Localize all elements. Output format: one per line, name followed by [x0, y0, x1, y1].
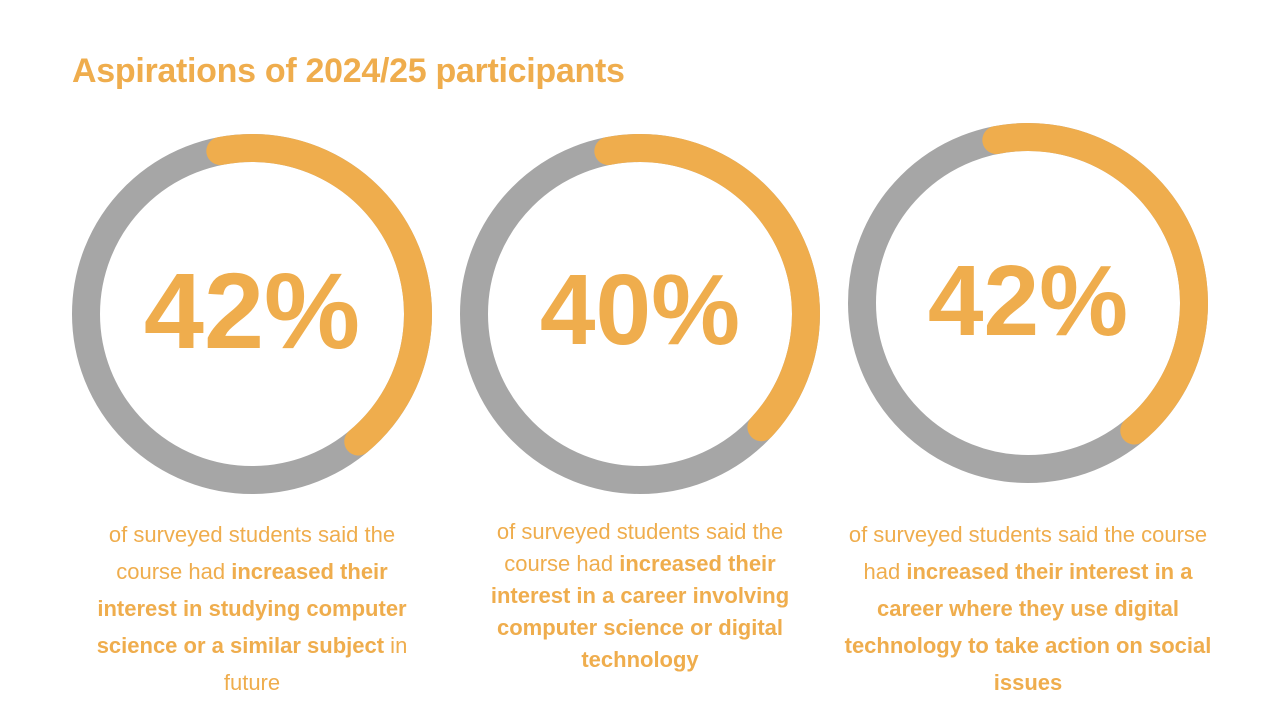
donut-value-arc — [206, 134, 432, 456]
caption-3: of surveyed students said the course had… — [838, 516, 1218, 701]
donut-chart-2: 40% — [460, 134, 820, 494]
caption-text: in future — [223, 633, 408, 695]
donut-value-arc — [594, 134, 820, 442]
percentage-value: 40% — [540, 254, 740, 366]
donut-value-arc — [982, 123, 1208, 445]
caption-highlight: increased their interest in a career whe… — [844, 559, 1212, 695]
caption-highlight: increased their interest in a career inv… — [490, 551, 790, 672]
percentage-value: 42% — [928, 245, 1128, 357]
percentage-value: 42% — [144, 250, 360, 371]
caption-text: of surveyed students said the course had — [496, 519, 784, 576]
donut-chart-1: 42% — [72, 134, 432, 494]
caption-2: of surveyed students said the course had… — [470, 516, 810, 676]
page-title: Aspirations of 2024/25 participants — [72, 52, 625, 90]
caption-highlight: increased their interest in studying com… — [96, 559, 407, 658]
caption-text: of surveyed students said the course had — [848, 522, 1208, 584]
donut-chart-3: 42% — [848, 123, 1208, 483]
caption-text: of surveyed students said the course had — [108, 522, 396, 584]
caption-1: of surveyed students said the course had… — [94, 516, 410, 701]
